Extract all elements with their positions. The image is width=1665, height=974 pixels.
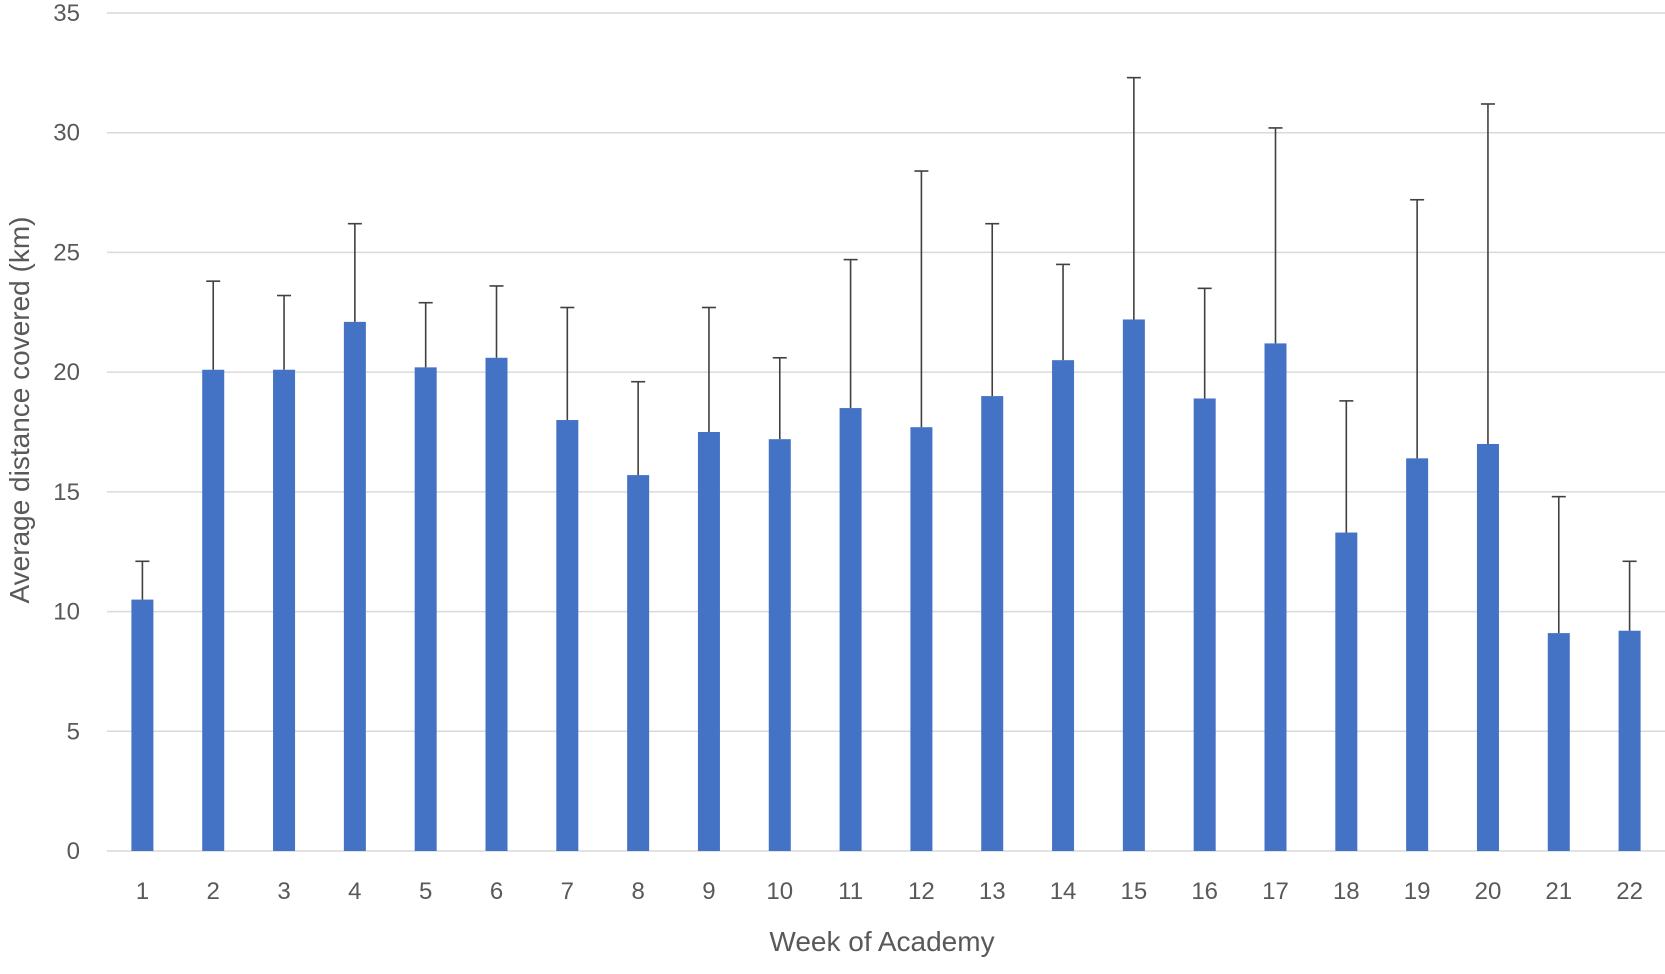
x-axis-ticks: 1 2 3 4 5 6 7 8 9 10 11 12 13 14 15 16 17 18 19 20 21 22: [136, 878, 1643, 905]
x-tick-label: 5: [419, 878, 432, 905]
bar: [627, 475, 650, 851]
x-tick-label: 20: [1475, 878, 1502, 905]
bar: [768, 439, 791, 851]
y-tick-label: 5: [67, 718, 80, 745]
bar: [839, 408, 862, 851]
x-tick-label: 13: [979, 878, 1006, 905]
bar: [1335, 532, 1358, 851]
x-tick-label: 11: [838, 878, 863, 905]
y-tick-label: 20: [53, 359, 80, 386]
x-tick-label: 8: [631, 878, 644, 905]
bar: [485, 357, 508, 851]
x-tick-label: 10: [766, 878, 793, 905]
x-tick-label: 22: [1616, 878, 1643, 905]
error-bars: [135, 76, 1637, 634]
bar: [1122, 319, 1145, 851]
x-tick-label: 1: [136, 878, 149, 905]
x-tick-label: 14: [1050, 878, 1077, 905]
bar: [1052, 360, 1075, 851]
y-tick-label: 15: [53, 479, 80, 506]
bar: [981, 396, 1004, 851]
y-tick-label: 25: [53, 239, 80, 266]
bar: [273, 369, 296, 851]
bar: [1476, 443, 1499, 851]
y-axis-ticks: 0 5 10 15 20 25 30 35: [53, 0, 80, 865]
y-tick-label: 30: [53, 120, 80, 147]
x-tick-label: 16: [1191, 878, 1218, 905]
x-tick-label: 7: [561, 878, 574, 905]
bar: [131, 599, 154, 851]
bar: [1547, 633, 1570, 851]
bar: [1618, 630, 1641, 851]
x-tick-label: 15: [1121, 878, 1148, 905]
bar: [556, 420, 579, 851]
bar: [1193, 398, 1216, 851]
bar: [343, 321, 366, 851]
gridlines: [107, 12, 1665, 852]
x-tick-label: 6: [490, 878, 503, 905]
bar: [910, 427, 933, 851]
bar: [1406, 458, 1429, 851]
y-tick-label: 10: [53, 599, 80, 626]
x-tick-label: 21: [1545, 878, 1572, 905]
bar: [1264, 343, 1287, 851]
x-tick-label: 4: [348, 878, 361, 905]
y-axis-title: Average distance covered (km): [4, 217, 35, 604]
x-tick-label: 18: [1333, 878, 1360, 905]
y-tick-label: 35: [53, 0, 80, 27]
bar: [697, 432, 720, 851]
x-tick-label: 12: [908, 878, 935, 905]
bar: [414, 367, 437, 851]
x-tick-label: 3: [277, 878, 290, 905]
x-axis-title: Week of Academy: [769, 926, 994, 957]
x-tick-label: 17: [1262, 878, 1289, 905]
x-tick-label: 9: [702, 878, 715, 905]
y-tick-label: 0: [67, 838, 80, 865]
bar: [202, 369, 225, 851]
x-tick-label: 2: [207, 878, 220, 905]
x-tick-label: 19: [1404, 878, 1431, 905]
bars: [131, 319, 1641, 851]
